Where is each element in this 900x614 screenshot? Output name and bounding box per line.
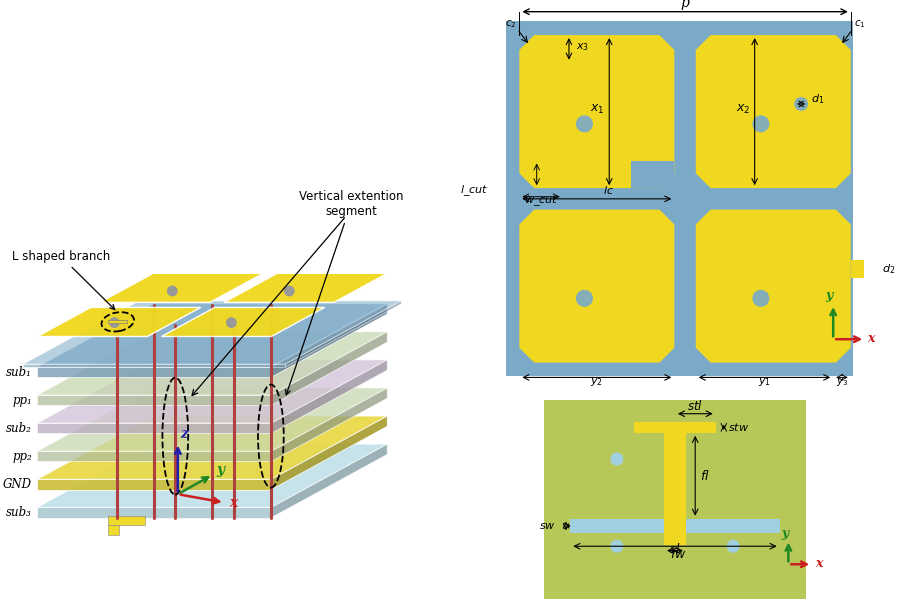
Circle shape: [611, 540, 623, 552]
Polygon shape: [272, 444, 387, 518]
Polygon shape: [23, 301, 401, 364]
Text: x: x: [230, 496, 238, 510]
Text: $sw$: $sw$: [539, 521, 556, 531]
Polygon shape: [100, 273, 263, 302]
Text: $l\_cut$: $l\_cut$: [460, 183, 488, 198]
Polygon shape: [38, 416, 387, 479]
Text: $y_3$: $y_3$: [836, 376, 849, 389]
Text: $d_1$: $d_1$: [811, 92, 824, 106]
Bar: [850, 260, 864, 278]
Bar: [634, 422, 716, 433]
Text: x: x: [868, 332, 875, 345]
Polygon shape: [696, 35, 850, 188]
Text: $stw$: $stw$: [728, 421, 750, 433]
Text: $stl$: $stl$: [688, 399, 703, 413]
Bar: [664, 422, 686, 545]
Circle shape: [284, 286, 294, 296]
Polygon shape: [38, 304, 387, 367]
Polygon shape: [23, 364, 285, 367]
Text: $c_2$: $c_2$: [505, 18, 517, 30]
Polygon shape: [108, 524, 120, 535]
Polygon shape: [519, 35, 674, 188]
Text: GND: GND: [3, 478, 32, 491]
Text: y: y: [781, 527, 788, 540]
Circle shape: [611, 453, 623, 465]
Polygon shape: [38, 451, 272, 462]
Text: $lc$: $lc$: [603, 184, 614, 196]
Polygon shape: [38, 444, 387, 507]
Text: $x_2$: $x_2$: [736, 103, 751, 115]
Circle shape: [227, 318, 236, 327]
Text: $fw$: $fw$: [670, 547, 686, 561]
Text: pp₁: pp₁: [12, 394, 32, 406]
Polygon shape: [519, 209, 674, 363]
Text: $x_1$: $x_1$: [590, 103, 605, 115]
Text: $c_1$: $c_1$: [854, 18, 866, 30]
Polygon shape: [38, 367, 272, 377]
Circle shape: [753, 290, 769, 306]
Text: p: p: [680, 0, 689, 10]
Circle shape: [753, 116, 769, 131]
Text: y: y: [825, 289, 833, 303]
Polygon shape: [38, 308, 201, 336]
Bar: [631, 161, 674, 188]
Polygon shape: [224, 273, 387, 302]
Polygon shape: [161, 308, 325, 336]
Bar: [506, 21, 852, 376]
Polygon shape: [108, 516, 145, 524]
Text: L shaped branch: L shaped branch: [12, 250, 115, 309]
Text: $w\_cut$: $w\_cut$: [524, 193, 558, 208]
Polygon shape: [38, 395, 272, 405]
Text: y: y: [216, 462, 224, 476]
Polygon shape: [272, 360, 387, 433]
Polygon shape: [696, 209, 850, 363]
Text: $x_3$: $x_3$: [576, 41, 590, 53]
Circle shape: [110, 318, 119, 327]
Text: $d_2$: $d_2$: [882, 262, 896, 276]
Polygon shape: [38, 507, 272, 518]
Text: sub₃: sub₃: [6, 506, 32, 519]
Polygon shape: [272, 332, 387, 405]
Text: x: x: [815, 557, 823, 570]
Polygon shape: [38, 388, 387, 451]
Bar: [664, 519, 686, 533]
Text: pp₂: pp₂: [12, 450, 32, 463]
Text: $fl$: $fl$: [699, 468, 709, 483]
Text: sub₁: sub₁: [6, 365, 32, 379]
Text: Vertical extention
segment: Vertical extention segment: [285, 190, 403, 395]
Text: $y_1$: $y_1$: [758, 376, 771, 389]
Polygon shape: [272, 304, 387, 377]
Circle shape: [727, 540, 739, 552]
Polygon shape: [272, 388, 387, 462]
Polygon shape: [38, 360, 387, 423]
Text: $sl$: $sl$: [669, 542, 681, 556]
Text: z: z: [180, 427, 188, 441]
Bar: [571, 519, 779, 533]
Polygon shape: [38, 479, 272, 489]
Circle shape: [795, 98, 807, 110]
Polygon shape: [38, 423, 272, 433]
Polygon shape: [285, 301, 401, 367]
Polygon shape: [38, 332, 387, 395]
Polygon shape: [108, 321, 127, 323]
Text: $y_2$: $y_2$: [590, 376, 603, 389]
Text: sub₂: sub₂: [6, 422, 32, 435]
Circle shape: [167, 286, 177, 296]
Circle shape: [577, 290, 592, 306]
Circle shape: [577, 116, 592, 131]
Polygon shape: [272, 416, 387, 489]
